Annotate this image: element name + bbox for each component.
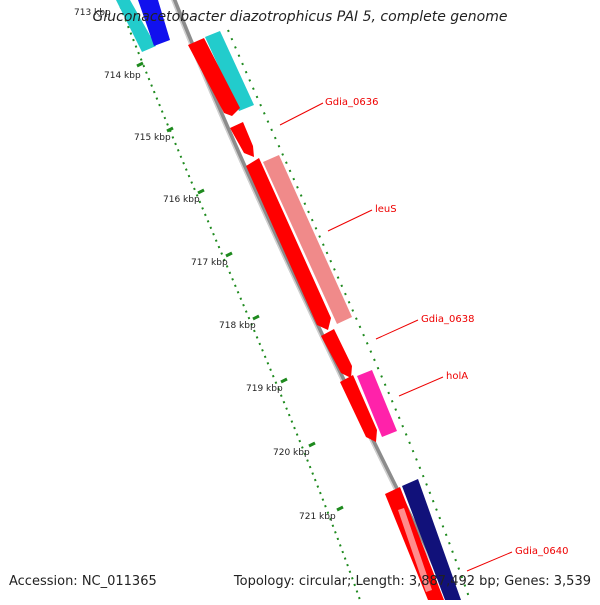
tick-mark bbox=[136, 61, 144, 68]
tick-marks bbox=[136, 61, 344, 512]
gene-label-Gdia_0640: Gdia_0640 bbox=[515, 546, 568, 557]
tick-mark bbox=[225, 251, 233, 258]
tick-label: 721 kbp bbox=[299, 512, 336, 522]
label-leaders bbox=[279, 102, 513, 572]
tick-mark bbox=[252, 314, 260, 321]
gene-leuS-salmon bbox=[263, 155, 352, 324]
tick-labels: 713 kbp 714 kbp 715 kbp 716 kbp 717 kbp … bbox=[74, 8, 336, 522]
gene-Gdia_0640-navy bbox=[402, 479, 461, 600]
accession-text: Accession: NC_011365 bbox=[9, 574, 157, 589]
gene-label-Gdia_0636: Gdia_0636 bbox=[325, 97, 378, 108]
tick-mark bbox=[197, 188, 205, 195]
gene-label-Gdia_0638: Gdia_0638 bbox=[421, 314, 474, 325]
tick-mark bbox=[280, 377, 288, 384]
tick-mark bbox=[166, 126, 174, 133]
gene-holA-red bbox=[340, 375, 377, 442]
tick-label: 715 kbp bbox=[134, 133, 171, 143]
genome-summary-text: Topology: circular; Length: 3,887,492 bp… bbox=[233, 574, 591, 589]
tick-label: 718 kbp bbox=[219, 321, 256, 331]
tick-mark bbox=[308, 441, 316, 448]
leader-Gdia_0636 bbox=[279, 102, 324, 126]
gene-cyan-upper bbox=[205, 31, 254, 111]
map-title: Gluconacetobacter diazotrophicus PAI 5, … bbox=[92, 9, 508, 25]
tick-label: 716 kbp bbox=[163, 195, 200, 205]
gene-Gdia_0638 bbox=[321, 329, 352, 378]
gene-cyan-left bbox=[116, 0, 156, 52]
gene-red-upper bbox=[188, 38, 240, 116]
tick-label: 713 kbp bbox=[74, 8, 111, 18]
tick-label: 720 kbp bbox=[273, 448, 310, 458]
tick-label: 719 kbp bbox=[246, 384, 283, 394]
gene-labels: Gdia_0636 leuS Gdia_0638 holA Gdia_0640 bbox=[325, 97, 568, 557]
leader-holA bbox=[398, 376, 444, 397]
gene-Gdia_0636 bbox=[230, 122, 254, 157]
tick-label: 714 kbp bbox=[104, 71, 141, 81]
gene-Gdia_0640-white-core bbox=[398, 508, 432, 592]
leader-Gdia_0640 bbox=[466, 551, 513, 572]
gene-label-leuS: leuS bbox=[375, 204, 397, 215]
gene-blue-left bbox=[138, 0, 170, 46]
gene-holA-magenta bbox=[357, 370, 397, 437]
gene-leuS-red bbox=[246, 158, 331, 330]
tick-mark bbox=[336, 505, 344, 512]
gene-label-holA: holA bbox=[446, 371, 468, 382]
leader-Gdia_0638 bbox=[375, 319, 419, 340]
leader-leuS bbox=[327, 209, 373, 232]
tick-label: 717 kbp bbox=[191, 258, 228, 268]
